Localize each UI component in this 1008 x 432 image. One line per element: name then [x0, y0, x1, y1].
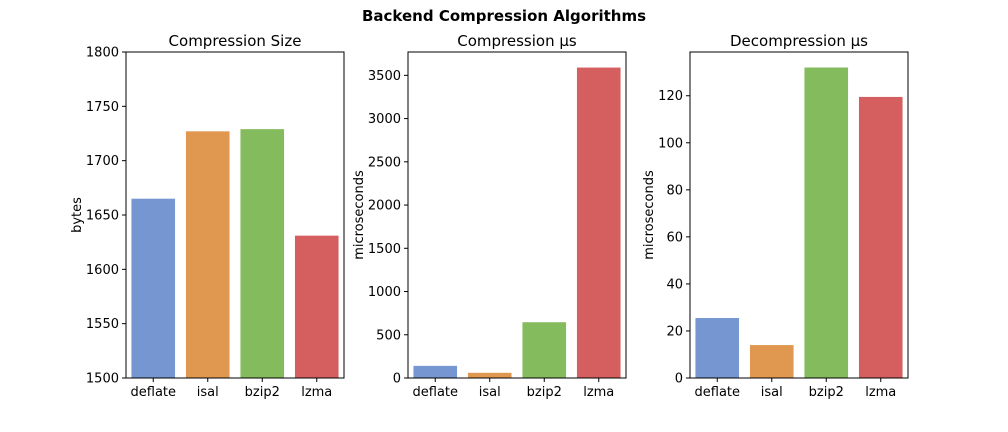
y-tick-label: 1550 — [86, 317, 119, 332]
y-tick-label: 1650 — [86, 209, 119, 224]
y-axis-label: microseconds — [642, 170, 657, 260]
y-tick-label: 100 — [658, 136, 683, 151]
x-tick-label: isal — [761, 385, 783, 400]
x-tick-label: bzip2 — [245, 385, 280, 400]
y-tick-label: 1800 — [86, 46, 119, 61]
panel-title: Compression μs — [457, 32, 577, 50]
y-tick-label: 20 — [666, 324, 683, 339]
y-tick-label: 40 — [666, 277, 683, 292]
bar-bzip2 — [240, 129, 285, 378]
y-tick-label: 1750 — [86, 100, 119, 115]
y-tick-label: 1600 — [86, 263, 119, 278]
x-tick-label: deflate — [413, 385, 459, 400]
x-tick-label: bzip2 — [809, 385, 844, 400]
x-tick-label: lzma — [865, 385, 896, 400]
y-tick-label: 1000 — [368, 285, 401, 300]
y-tick-label: 80 — [666, 183, 683, 198]
y-tick-label: 0 — [675, 372, 683, 387]
bar-deflate — [413, 365, 458, 378]
panels: deflate isal bzip2 lzma 1500 1550 1600 1650 1700… — [70, 32, 909, 400]
y-axis-label: microseconds — [352, 170, 367, 260]
y-axis-label: bytes — [70, 197, 85, 233]
axes-frame — [689, 51, 909, 379]
y-tick-label: 0 — [393, 372, 401, 387]
bar-bzip2 — [804, 67, 849, 379]
panel-title: Compression Size — [169, 32, 302, 50]
y-tick-label: 120 — [658, 89, 683, 104]
x-tick-label: bzip2 — [527, 385, 562, 400]
bar-isal — [749, 345, 794, 378]
y-tick-label: 1500 — [368, 242, 401, 257]
y-tick-label: 60 — [666, 230, 683, 245]
bar-lzma — [858, 96, 903, 379]
x-tick-label: lzma — [301, 385, 332, 400]
x-tick-label: deflate — [131, 385, 177, 400]
bar-deflate — [695, 318, 740, 378]
bar-isal — [467, 372, 512, 378]
y-tick-label: 2500 — [368, 155, 401, 170]
axes-frame — [407, 51, 627, 379]
panel-3: deflate isal bzip2 lzma 0 20 40 60 80 100 120 Decom… — [642, 32, 909, 400]
x-tick-label: lzma — [583, 385, 614, 400]
y-tick-label: 3000 — [368, 112, 401, 127]
bar-isal — [185, 131, 230, 378]
figure-title: Backend Compression Algorithms — [362, 7, 646, 25]
y-tick-label: 2000 — [368, 199, 401, 214]
y-tick-label: 1700 — [86, 154, 119, 169]
x-tick-label: isal — [479, 385, 501, 400]
y-tick-label: 3500 — [368, 69, 401, 84]
panel-1: deflate isal bzip2 lzma 1500 1550 1600 1650 1700… — [70, 32, 345, 400]
y-tick-label: 1500 — [86, 372, 119, 387]
x-tick-label: deflate — [695, 385, 741, 400]
bar-lzma — [576, 67, 621, 378]
y-tick-label: 500 — [376, 328, 401, 343]
bar-deflate — [131, 198, 176, 378]
bar-lzma — [294, 235, 339, 378]
x-tick-label: isal — [197, 385, 219, 400]
panel-2: deflate isal bzip2 lzma 0 500 1000 1500 2000 2500… — [352, 32, 627, 400]
panel-title: Decompression μs — [730, 32, 868, 50]
bar-bzip2 — [522, 322, 567, 378]
